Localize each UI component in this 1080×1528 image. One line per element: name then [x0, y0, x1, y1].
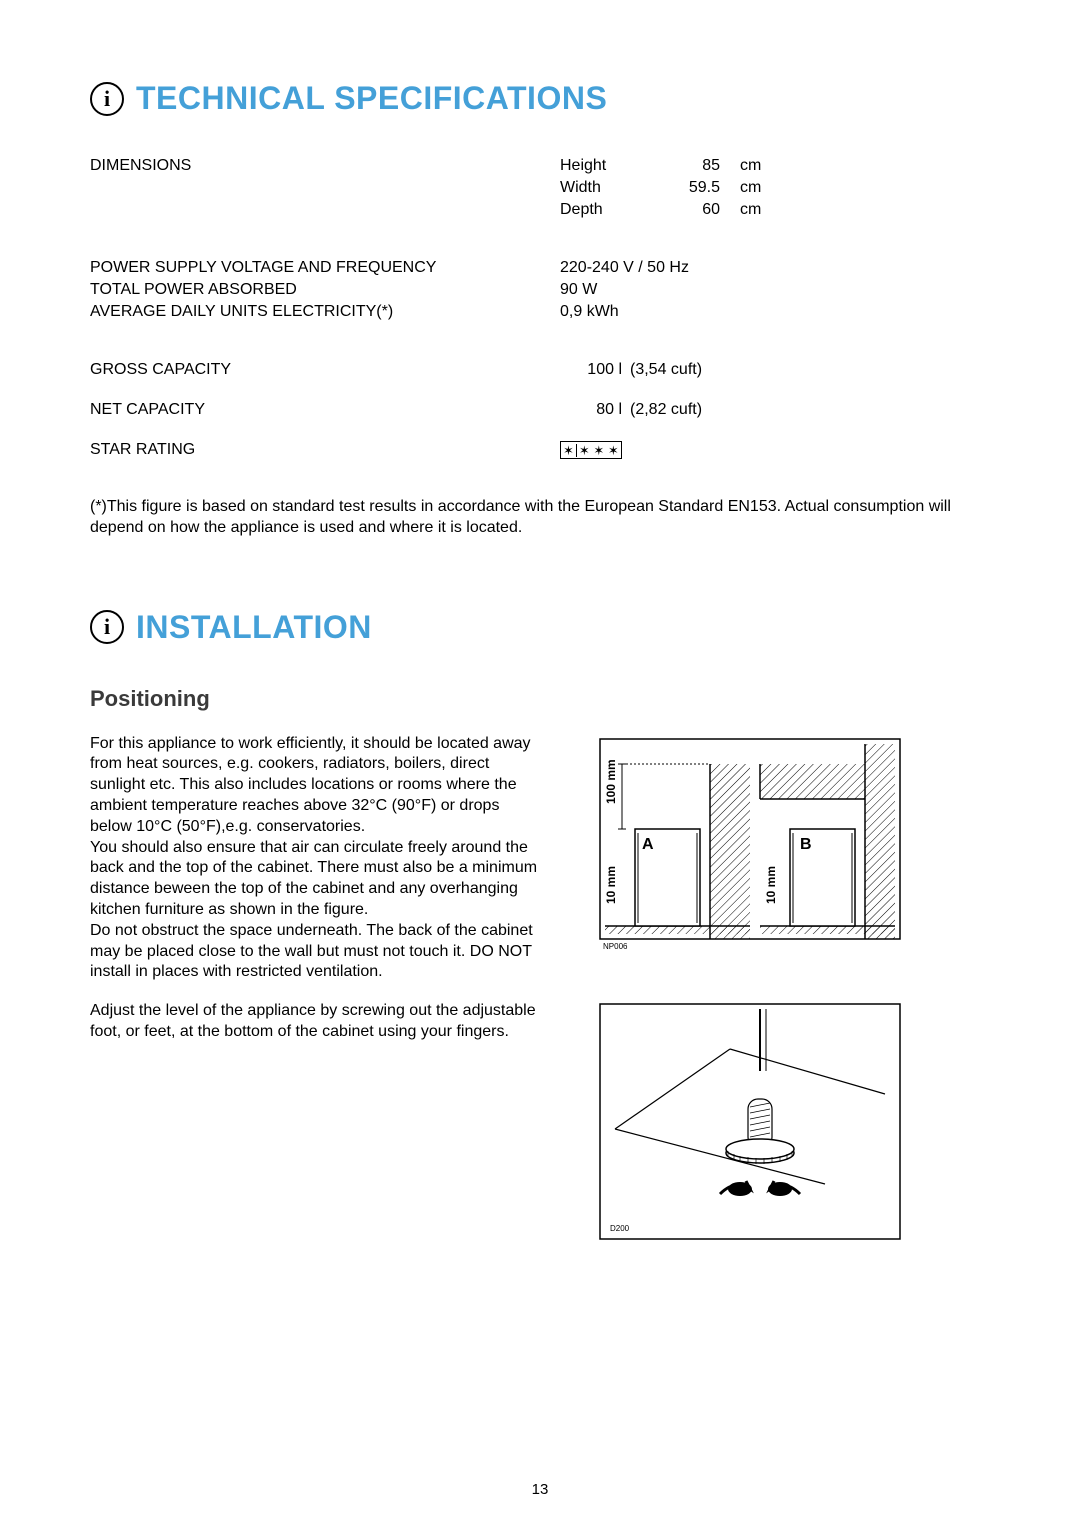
spec-net-value: 80 l: [560, 401, 630, 419]
spec-power-label: POWER SUPPLY VOLTAGE AND FREQUENCY: [90, 259, 560, 277]
installation-text-column: For this appliance to work efficiently, …: [90, 734, 540, 1294]
positioning-subheading: Positioning: [90, 686, 990, 712]
spec-dim-value: 60: [680, 201, 740, 219]
spec-dim-value: 85: [680, 157, 740, 175]
svg-text:B: B: [800, 836, 812, 853]
spec-capacity-group: GROSS CAPACITY 100 l (3,54 cuft) NET CAP…: [90, 361, 990, 460]
foot-diagram-svg: D200: [580, 999, 910, 1249]
page-number: 13: [532, 1481, 549, 1498]
spec-gross-label: GROSS CAPACITY: [90, 361, 560, 379]
specs-table: DIMENSIONS Height 85 cm Width 59.5 cm De…: [90, 157, 990, 460]
spec-dim-name: Width: [560, 179, 680, 197]
spec-footnote: (*)This figure is based on standard test…: [90, 496, 990, 539]
star-icon: ✶: [561, 444, 577, 457]
spec-star-label: STAR RATING: [90, 441, 560, 459]
spec-power-label: AVERAGE DAILY UNITS ELECTRICITY(*): [90, 303, 560, 321]
spec-dim-name: Height: [560, 157, 680, 175]
svg-text:10 mm: 10 mm: [764, 866, 778, 904]
spec-dim-value: 59.5: [680, 179, 740, 197]
star-rating-icon: ✶ ✶ ✶ ✶: [560, 441, 622, 460]
spec-dim-unit: cm: [740, 157, 780, 175]
spec-dim-name: Depth: [560, 201, 680, 219]
diagram-caption: D200: [610, 1224, 630, 1233]
installation-heading: i INSTALLATION: [90, 609, 990, 646]
spec-gross-value: 100 l: [560, 361, 630, 379]
spec-power-value: 0,9 kWh: [560, 303, 619, 321]
spec-dimensions-label: DIMENSIONS: [90, 157, 560, 175]
star-icon: ✶ ✶ ✶: [577, 444, 621, 457]
spec-dimensions-group: DIMENSIONS Height 85 cm Width 59.5 cm De…: [90, 157, 990, 219]
spec-dim-unit: cm: [740, 201, 780, 219]
spec-power-value: 220-240 V / 50 Hz: [560, 259, 689, 277]
spec-net-label: NET CAPACITY: [90, 401, 560, 419]
spec-gross-alt: (3,54 cuft): [630, 361, 702, 379]
clearance-diagram-svg: 100 mm 10 mm A: [580, 734, 910, 954]
spec-power-label: TOTAL POWER ABSORBED: [90, 281, 560, 299]
installation-content: For this appliance to work efficiently, …: [90, 734, 990, 1294]
clearance-diagram: 100 mm 10 mm A: [580, 734, 990, 959]
tech-specs-title: TECHNICAL SPECIFICATIONS: [136, 80, 607, 117]
spec-dim-unit: cm: [740, 179, 780, 197]
info-icon-glyph: i: [104, 88, 110, 110]
tech-specs-heading: i TECHNICAL SPECIFICATIONS: [90, 80, 990, 117]
info-icon-glyph: i: [104, 616, 110, 638]
diagram-caption: NP006: [603, 942, 628, 951]
svg-text:10 mm: 10 mm: [604, 866, 618, 904]
svg-text:100 mm: 100 mm: [604, 759, 618, 804]
installation-paragraph: For this appliance to work efficiently, …: [90, 734, 540, 984]
installation-diagrams-column: 100 mm 10 mm A: [580, 734, 990, 1294]
spec-net-alt: (2,82 cuft): [630, 401, 702, 419]
installation-paragraph: Adjust the level of the appliance by scr…: [90, 1001, 540, 1043]
spec-power-group: POWER SUPPLY VOLTAGE AND FREQUENCY 220-2…: [90, 259, 990, 321]
installation-title: INSTALLATION: [136, 609, 372, 646]
info-icon: i: [90, 610, 124, 644]
info-icon: i: [90, 82, 124, 116]
foot-adjustment-diagram: D200: [580, 999, 990, 1254]
svg-text:A: A: [642, 836, 654, 853]
spec-power-value: 90 W: [560, 281, 597, 299]
